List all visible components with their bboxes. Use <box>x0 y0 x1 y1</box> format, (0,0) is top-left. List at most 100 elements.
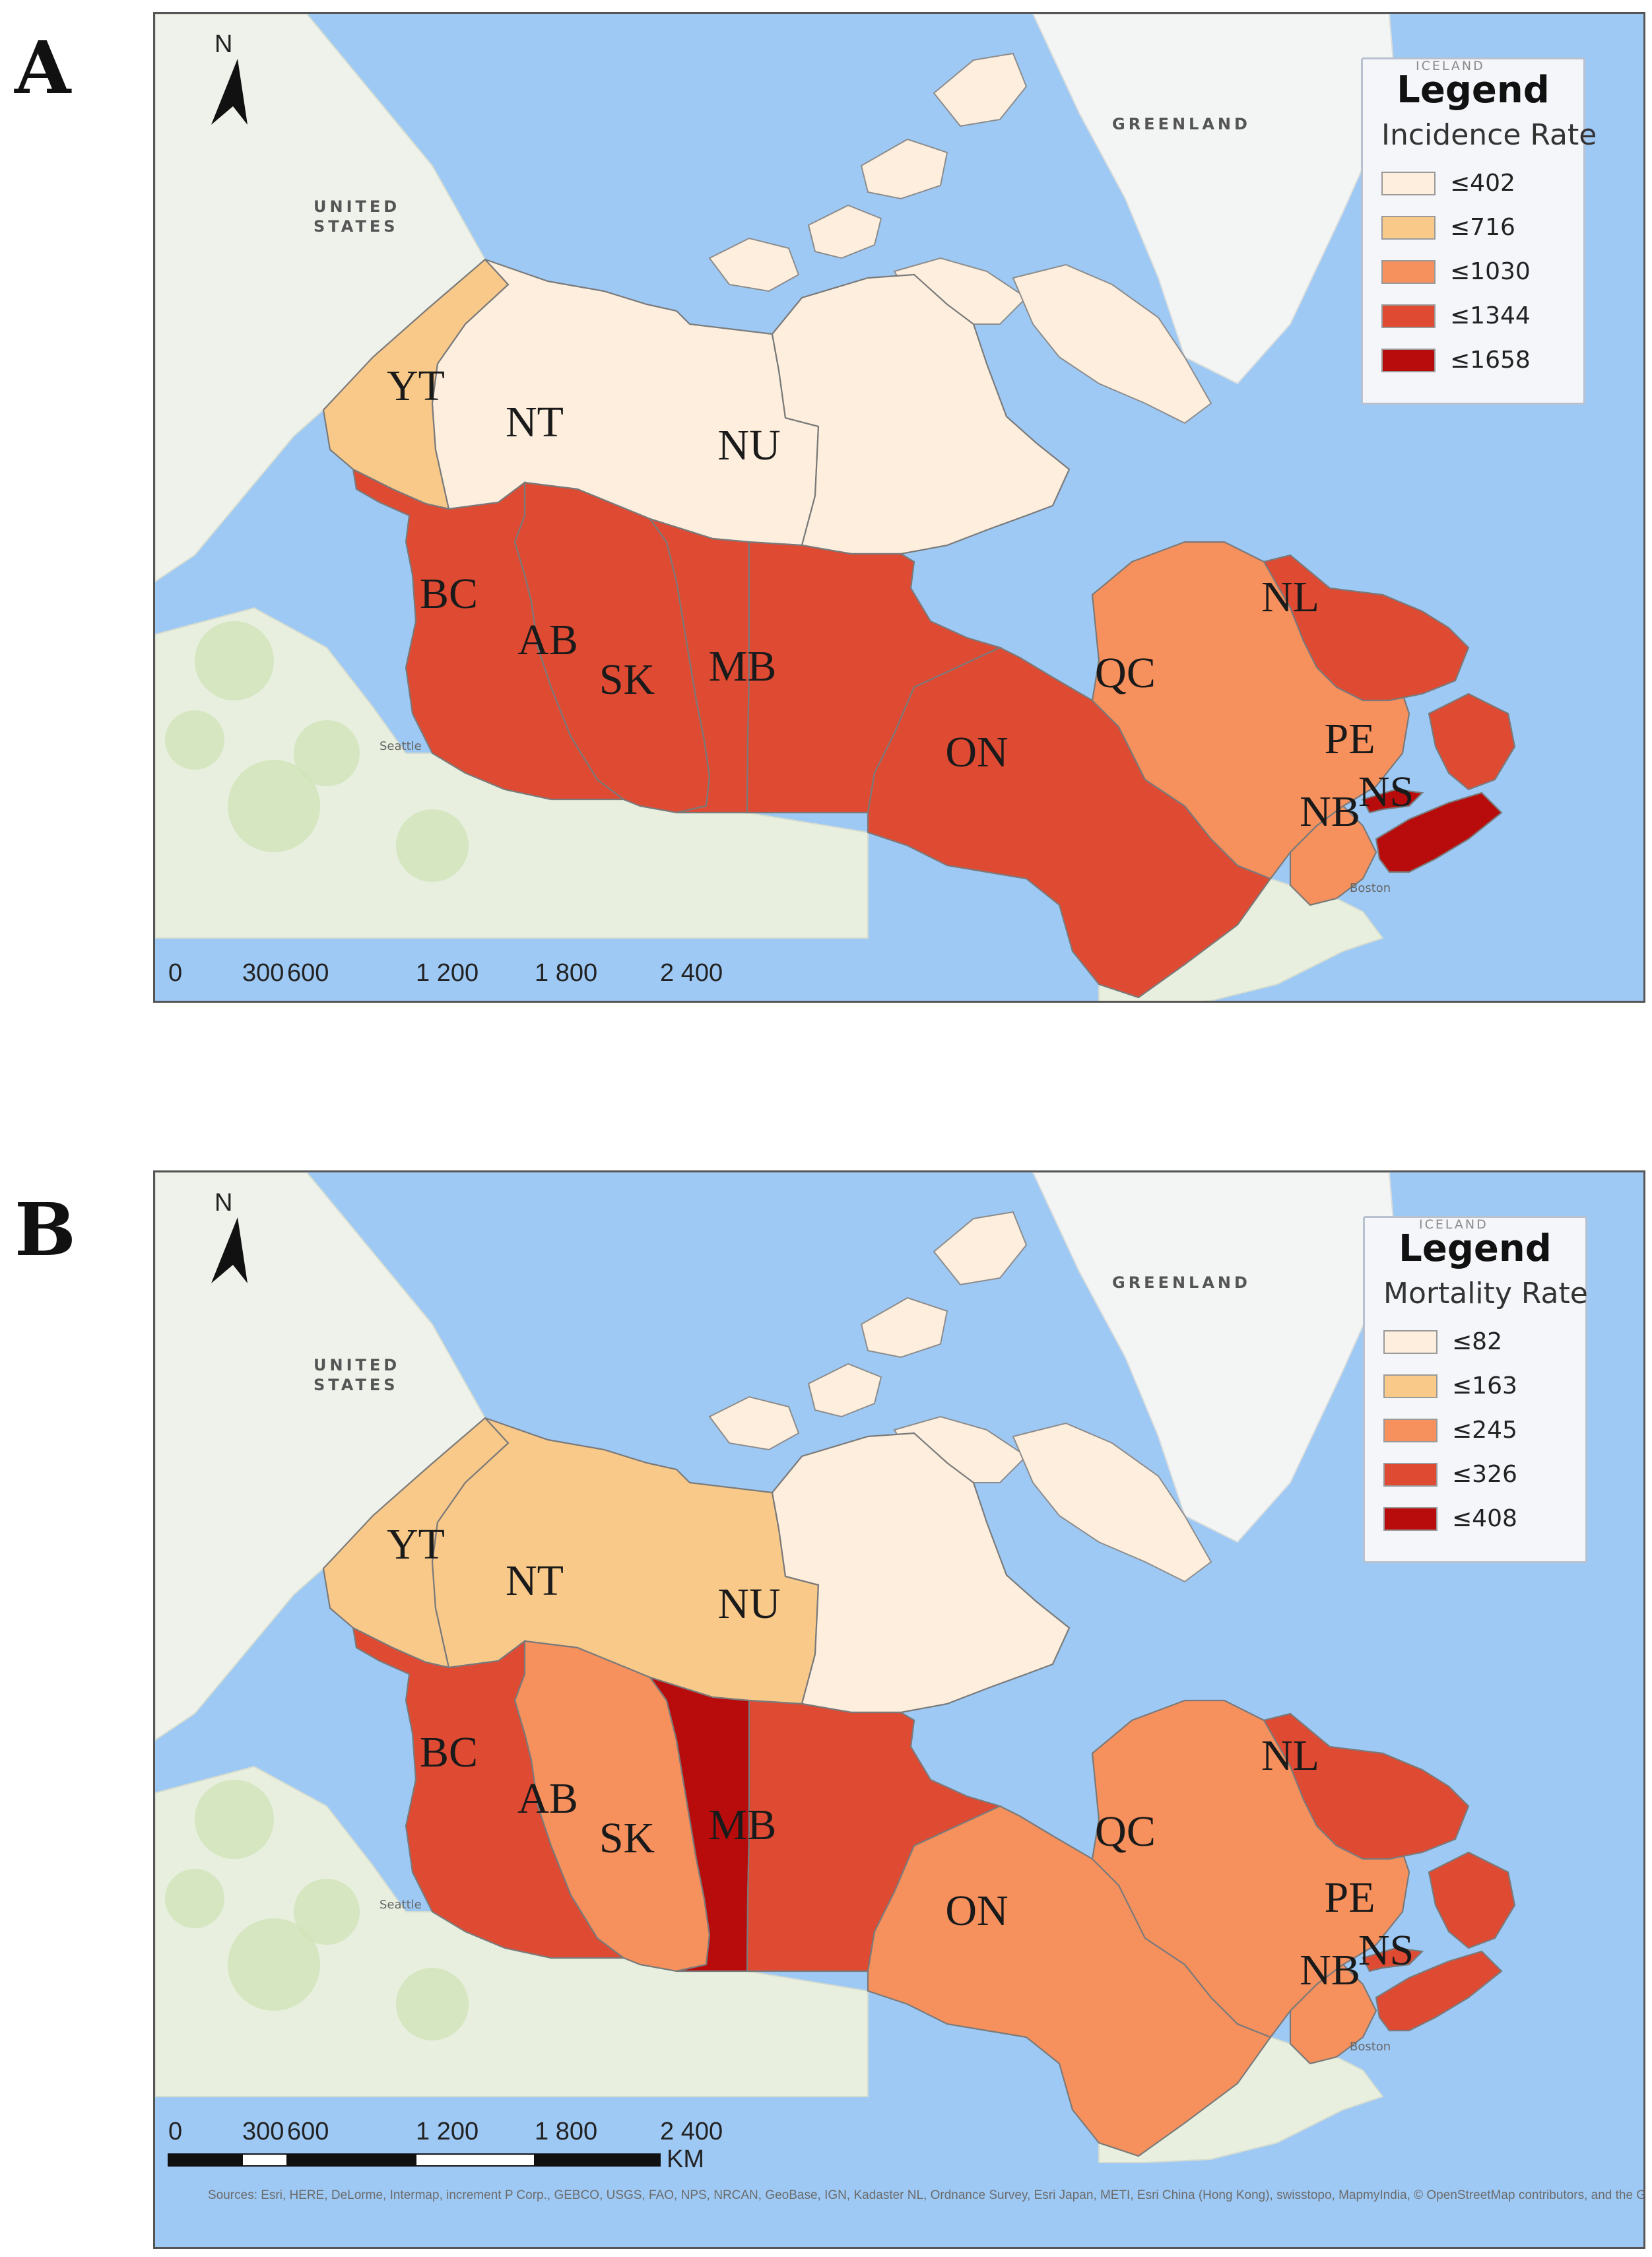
legend-item: ≤402 <box>1381 161 1565 205</box>
legend-title: Legend <box>1399 1227 1552 1270</box>
legend-label: ≤326 <box>1452 1461 1517 1488</box>
legend-item: ≤163 <box>1383 1364 1567 1408</box>
province-label-yt: YT <box>387 362 445 410</box>
scale-label: 1 200 <box>416 2118 479 2145</box>
legend-item: ≤716 <box>1381 205 1565 250</box>
province-label-yt: YT <box>387 1520 445 1568</box>
province-nu <box>771 1432 1071 1714</box>
panel-a-letter: A <box>15 25 71 110</box>
scale-unit: KM <box>667 2145 704 2173</box>
hudson-bay <box>911 1714 1092 1833</box>
province-label-nu: NU <box>717 1580 780 1628</box>
city-label-seattle: Seattle <box>380 1898 422 1912</box>
legend-swatch <box>1383 1330 1437 1354</box>
arctic-island <box>708 1396 800 1451</box>
greenland-label: GREENLAND <box>1112 1273 1251 1292</box>
legend-subtitle: Incidence Rate <box>1381 118 1597 152</box>
terrain-patch <box>165 1869 224 1928</box>
legend-item: ≤82 <box>1383 1320 1567 1364</box>
incidence-map: YT NT NU BC AB SK MB ON QC NL NB PE NS GREENLAND UNITE… <box>153 12 1645 1003</box>
arctic-island <box>1012 263 1212 424</box>
province-nl <box>1428 1851 1516 1949</box>
legend-label: ≤1344 <box>1450 302 1531 329</box>
scale-segment <box>168 2153 243 2167</box>
arctic-island <box>807 1363 882 1418</box>
province-label-sk: SK <box>599 1814 655 1862</box>
legend-swatch <box>1381 348 1436 372</box>
terrain-patch <box>228 760 320 852</box>
province-ns <box>1375 792 1503 873</box>
map-credit: Sources: Esri, HERE, DeLorme, Intermap, … <box>208 2188 1643 2202</box>
scale-label: 300 <box>242 959 284 987</box>
legend-item: ≤1658 <box>1381 338 1565 382</box>
province-label-nb: NB <box>1300 1946 1360 1994</box>
panel-b-letter: B <box>15 1187 76 1272</box>
city-label-boston: Boston <box>1350 881 1391 895</box>
province-nb <box>1289 1963 1377 2065</box>
north-arrow-icon: N <box>211 1189 248 1283</box>
legend-swatch <box>1381 171 1436 195</box>
terrain-patch <box>195 1780 274 1859</box>
scale-segment <box>534 2153 661 2167</box>
mortality-map: YT NT NU BC AB SK MB ON QC NL NB PE NS GREENLAND UNITE… <box>153 1170 1645 2249</box>
province-nu <box>771 273 1071 555</box>
province-label-bc: BC <box>420 1728 478 1776</box>
legend-box: Legend Mortality Rate ≤82 ≤163 ≤245 ≤326 ≤40… <box>1363 1216 1588 1563</box>
scale-label: 600 <box>287 2118 329 2145</box>
province-nb <box>1289 805 1377 906</box>
legend-label: ≤408 <box>1452 1505 1517 1532</box>
legend-label: ≤245 <box>1452 1417 1517 1444</box>
province-label-bc: BC <box>420 570 478 618</box>
province-label-pe: PE <box>1324 1873 1375 1922</box>
north-label: N <box>215 1189 232 1217</box>
terrain-patch <box>294 1879 360 1945</box>
terrain-patch <box>228 1918 320 2011</box>
province-label-qc: QC <box>1095 1807 1156 1856</box>
arctic-island <box>860 138 948 200</box>
scale-segment <box>415 2153 535 2167</box>
north-label: N <box>215 30 232 58</box>
legend-swatch <box>1383 1374 1437 1398</box>
scale-label: 1 800 <box>535 2118 597 2145</box>
us-label-line2: STATES <box>314 1376 399 1394</box>
scale-label: 0 <box>168 2118 182 2145</box>
province-nl <box>1428 692 1516 791</box>
legend-label: ≤163 <box>1452 1372 1517 1399</box>
scale-label: 1 200 <box>416 959 479 987</box>
terrain-patch <box>195 621 274 700</box>
province-label-sk: SK <box>599 656 655 704</box>
province-label-on: ON <box>945 728 1008 776</box>
province-ns <box>1375 1950 1503 2032</box>
legend-swatch <box>1381 259 1436 284</box>
province-pe <box>1362 788 1424 814</box>
scale-label: 300 <box>242 2118 284 2145</box>
legend-item: ≤1030 <box>1381 250 1565 294</box>
province-label-nb: NB <box>1300 788 1360 836</box>
arctic-island <box>933 1211 1028 1286</box>
legend-label: ≤402 <box>1450 170 1515 197</box>
scale-label: 600 <box>287 959 329 987</box>
legend-label: ≤82 <box>1452 1328 1502 1355</box>
arctic-island <box>1012 1422 1212 1583</box>
scale-label: 1 800 <box>535 959 597 987</box>
hudson-bay <box>911 555 1092 674</box>
province-label-qc: QC <box>1095 649 1156 697</box>
legend-item: ≤1344 <box>1381 294 1565 338</box>
arctic-island <box>860 1297 948 1359</box>
legend-label: ≤1030 <box>1450 258 1531 285</box>
province-label-nl: NL <box>1261 1732 1319 1780</box>
legend-item: ≤408 <box>1383 1497 1567 1541</box>
greenland-label: GREENLAND <box>1112 115 1251 133</box>
province-label-nt: NT <box>506 1557 564 1605</box>
scale-label: 2 400 <box>660 2118 723 2145</box>
province-label-ns: NS <box>1358 1926 1414 1974</box>
legend-swatch <box>1383 1462 1437 1487</box>
us-label-line1: UNITED <box>314 197 400 216</box>
city-label-boston: Boston <box>1350 2040 1391 2054</box>
terrain-patch <box>396 1968 469 2040</box>
legend-swatch <box>1383 1418 1437 1442</box>
legend-swatch <box>1383 1506 1437 1531</box>
us-label-line1: UNITED <box>314 1356 400 1374</box>
province-label-mb: MB <box>709 1801 777 1849</box>
